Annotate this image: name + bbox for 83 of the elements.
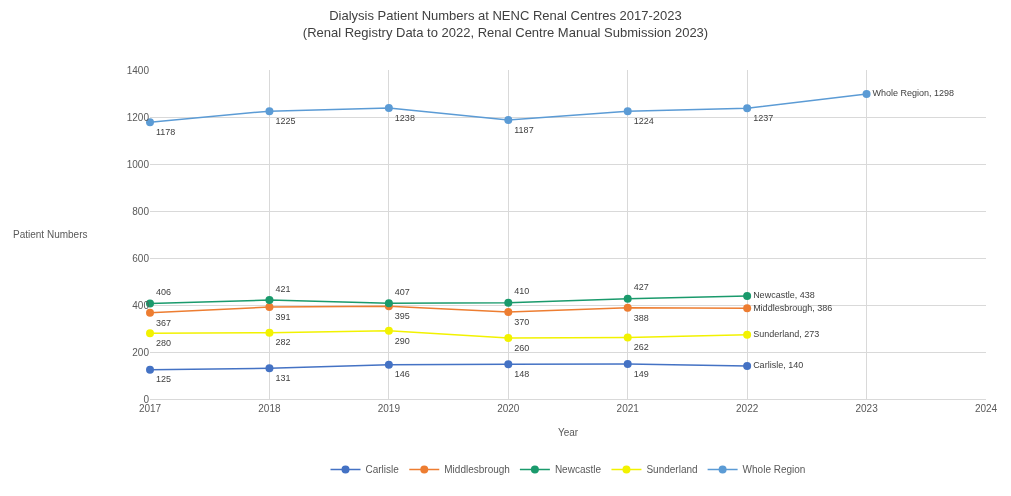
data-label: Newcastle, 438 — [753, 290, 815, 301]
point — [146, 329, 154, 338]
y-tick-label: 1200 — [126, 111, 150, 123]
data-label: 1237 — [753, 113, 774, 124]
data-label: 280 — [156, 337, 172, 348]
data-label: Middlesbrough, 386 — [753, 302, 833, 313]
data-label: 406 — [156, 287, 172, 298]
y-axis-title: Patient Numbers — [13, 229, 88, 240]
point — [623, 333, 632, 342]
y-tick-label: 1000 — [126, 158, 150, 170]
data-label: 125 — [156, 374, 172, 385]
point — [743, 362, 752, 371]
data-label: 290 — [394, 335, 410, 346]
legend-label: Sunderland — [646, 464, 698, 476]
data-label: Sunderland, 273 — [753, 329, 820, 340]
point — [384, 104, 393, 113]
point — [384, 360, 393, 369]
point — [265, 303, 274, 312]
data-label: 1187 — [514, 124, 534, 135]
point — [384, 326, 393, 335]
data-label: 262 — [633, 342, 649, 353]
x-tick-label: 2021 — [616, 403, 640, 414]
data-label: 260 — [514, 342, 530, 353]
y-tick-label: 0 — [143, 393, 150, 405]
x-tick-label: 2020 — [497, 403, 520, 414]
point — [623, 303, 632, 312]
x-tick-label: 2024 — [974, 403, 998, 414]
point — [623, 359, 632, 368]
point — [743, 292, 752, 301]
data-label: 395 — [394, 310, 410, 321]
legend-label: Middlesbrough — [444, 464, 510, 476]
point — [743, 330, 752, 339]
x-tick-label: 2017 — [138, 403, 162, 414]
data-label: 388 — [633, 312, 649, 323]
x-tick-label: 2019 — [377, 403, 401, 414]
point — [265, 364, 274, 373]
point — [504, 360, 513, 369]
point — [504, 333, 513, 342]
data-label: 407 — [394, 287, 410, 298]
point — [743, 304, 752, 313]
data-label: Whole Region, 1298 — [872, 88, 955, 99]
x-axis-title: Year — [557, 426, 579, 438]
legend-label: Newcastle — [554, 464, 602, 476]
point — [504, 116, 513, 125]
y-tick-label: 200 — [132, 346, 150, 358]
point — [146, 365, 154, 374]
x-tick-label: 2022 — [736, 403, 759, 414]
point — [504, 308, 513, 317]
data-label: 367 — [156, 317, 172, 328]
data-label: 282 — [275, 337, 291, 348]
chart-subtitle: (Renal Registry Data to 2022, Renal Centre Manual Submission 2023) — [302, 24, 709, 40]
point — [265, 328, 274, 337]
legend-label: Carlisle — [365, 464, 400, 476]
y-tick-label: 1400 — [126, 64, 150, 76]
x-tick-label: 2018 — [258, 403, 281, 414]
data-label: 421 — [275, 283, 291, 294]
data-label: 1178 — [156, 126, 176, 137]
point — [146, 308, 154, 317]
x-tick-label: 2023 — [855, 403, 879, 414]
point — [623, 107, 632, 116]
data-label: 370 — [514, 316, 530, 327]
data-label: 410 — [514, 286, 530, 297]
y-tick-label: 800 — [132, 205, 150, 217]
legend-label: Whole Region — [742, 464, 806, 476]
data-label: 391 — [275, 311, 291, 322]
point — [504, 298, 513, 307]
data-label: Carlisle, 140 — [753, 360, 804, 371]
data-label: 146 — [394, 369, 410, 380]
point — [265, 296, 274, 305]
y-tick-label: 400 — [132, 299, 150, 311]
point — [265, 107, 274, 116]
chart-title: Dialysis Patient Numbers at NENC Renal Centres 2017-2023 — [329, 7, 682, 23]
point — [623, 294, 632, 303]
y-tick-label: 600 — [132, 252, 150, 264]
point — [862, 89, 871, 98]
data-label: 149 — [633, 368, 649, 379]
data-label: 1238 — [394, 112, 415, 123]
data-label: 1225 — [275, 115, 296, 126]
point — [743, 104, 752, 113]
data-label: 1224 — [633, 116, 654, 127]
data-label: 148 — [514, 368, 530, 379]
data-label: 131 — [275, 372, 291, 383]
data-label: 427 — [633, 282, 649, 293]
